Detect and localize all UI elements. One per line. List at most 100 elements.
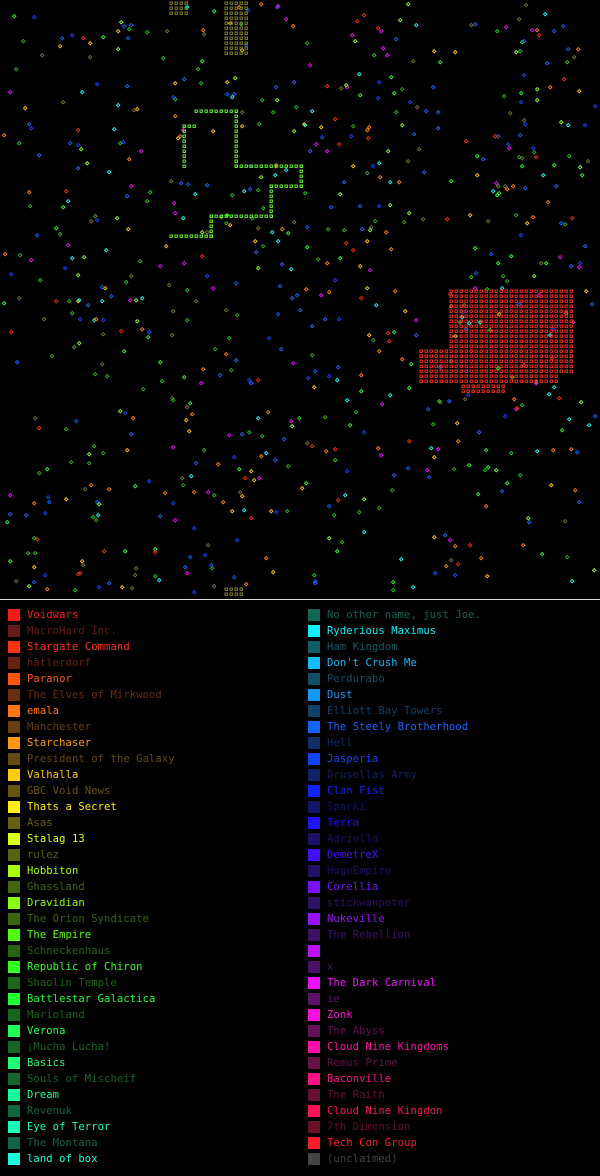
legend-label: Asas <box>27 817 53 829</box>
legend-swatch <box>308 785 320 797</box>
legend-swatch <box>8 1089 20 1101</box>
legend-swatch <box>8 1057 20 1069</box>
legend-swatch <box>308 961 320 973</box>
legend-swatch <box>8 769 20 781</box>
galaxy-map-canvas[interactable] <box>0 0 600 599</box>
legend-label: ie <box>327 993 340 1005</box>
legend-label: Verona <box>27 1025 66 1037</box>
legend-swatch <box>8 849 20 861</box>
legend-item: x <box>308 959 600 975</box>
legend-item: ie <box>308 991 600 1007</box>
legend-label: land of box <box>27 1153 98 1165</box>
legend-swatch <box>8 625 20 637</box>
legend-label: Basics <box>27 1057 66 1069</box>
legend-swatch <box>308 737 320 749</box>
legend-swatch <box>308 1057 320 1069</box>
legend-item: The Empire <box>8 927 308 943</box>
legend-label: Republic of Chiron <box>27 961 143 973</box>
legend-label: Don't Crush Me <box>327 657 417 669</box>
legend-item: Eye of Terror <box>8 1119 308 1135</box>
legend-swatch <box>8 977 20 989</box>
legend-label: Clan Fist <box>327 785 385 797</box>
legend-item: GBC Void News <box>8 783 308 799</box>
legend-label: Eye of Terror <box>27 1121 111 1133</box>
legend-item: Cloud Nine Kingdoms <box>308 1039 600 1055</box>
legend-swatch <box>8 881 20 893</box>
legend-swatch <box>8 945 20 957</box>
legend-label: The Dark Carnival <box>327 977 437 989</box>
legend-item: land of box <box>8 1151 308 1167</box>
legend-item: Cloud Nine Kingdon <box>308 1103 600 1119</box>
legend-label: Tech Con Group <box>327 1137 417 1149</box>
legend-item: ¡Mucha Lucha! <box>8 1039 308 1055</box>
legend-item: Ryderious Maximus <box>308 623 600 639</box>
legend-label: Shaolin Temple <box>27 977 117 989</box>
legend-swatch <box>8 913 20 925</box>
legend-swatch <box>8 689 20 701</box>
galaxy-map[interactable] <box>0 0 600 600</box>
legend-label: Schneckenhaus <box>27 945 111 957</box>
legend-item: The Elves of Mirkwood <box>8 687 308 703</box>
legend-item: Schneckenhaus <box>8 943 308 959</box>
legend-item: Dust <box>308 687 600 703</box>
legend-item: Terra <box>308 815 600 831</box>
faction-legend: Voidwars MacroHard Inc. Stargate Command hä… <box>0 601 600 1176</box>
legend-swatch <box>8 833 20 845</box>
legend-item: HugeEmpire <box>308 863 600 879</box>
legend-swatch <box>308 1025 320 1037</box>
legend-item: Elliott Bay Towers <box>308 703 600 719</box>
legend-swatch <box>308 1073 320 1085</box>
legend-label: The Abyss <box>327 1025 385 1037</box>
legend-item: Ghassland <box>8 879 308 895</box>
legend-item: Adriella <box>308 831 600 847</box>
legend-label: The Orion Syndicate <box>27 913 150 925</box>
legend-label: Hell <box>327 737 353 749</box>
legend-label: Perdurabo <box>327 673 385 685</box>
legend-label: The Raith <box>327 1089 385 1101</box>
legend-label: GBC Void News <box>27 785 111 797</box>
legend-item: Starchaser <box>8 735 308 751</box>
legend-item: Revenuk <box>8 1103 308 1119</box>
legend-item: The Orion Syndicate <box>8 911 308 927</box>
legend-label: ¡Mucha Lucha! <box>27 1041 111 1053</box>
legend-item: Stalag 13 <box>8 831 308 847</box>
legend-label: Remus Prime <box>327 1057 398 1069</box>
legend-swatch <box>8 961 20 973</box>
legend-label: HugeEmpire <box>327 865 392 877</box>
legend-label: x <box>327 961 334 973</box>
legend-item: Baconville <box>308 1071 600 1087</box>
legend-label: Dust <box>327 689 353 701</box>
legend-label: Hobbiton <box>27 865 79 877</box>
legend-label: Souls of Mischeif <box>27 1073 137 1085</box>
legend-label: Cloud Nine Kingdon <box>327 1105 443 1117</box>
legend-label: Adriella <box>327 833 379 845</box>
legend-swatch <box>308 1009 320 1021</box>
legend-label: Drusellas Army <box>327 769 417 781</box>
legend-swatch <box>8 993 20 1005</box>
legend-swatch <box>308 849 320 861</box>
legend-label: (unclaimed) <box>327 1153 398 1165</box>
legend-item: Jasperia <box>308 751 600 767</box>
legend-label: The Steely Brotherhood <box>327 721 469 733</box>
legend-item: The Dark Carnival <box>308 975 600 991</box>
legend-swatch <box>308 1121 320 1133</box>
legend-item: Manchester <box>8 719 308 735</box>
legend-item: Sparki <box>308 799 600 815</box>
legend-item: Voidwars <box>8 607 308 623</box>
legend-label: stickwanpeter <box>327 897 411 909</box>
legend-label: No other name, just Joe. <box>327 609 482 621</box>
legend-swatch <box>8 1073 20 1085</box>
legend-swatch <box>308 721 320 733</box>
legend-item <box>308 943 600 959</box>
legend-label: Nukeville <box>327 913 385 925</box>
legend-item: stickwanpeter <box>308 895 600 911</box>
legend-swatch <box>308 913 320 925</box>
legend-label: Cloud Nine Kingdoms <box>327 1041 450 1053</box>
legend-swatch <box>8 1025 20 1037</box>
legend-item: Thats a Secret <box>8 799 308 815</box>
legend-item: Perdurabo <box>308 671 600 687</box>
legend-label: Voidwars <box>27 609 79 621</box>
legend-swatch <box>308 993 320 1005</box>
legend-swatch <box>8 929 20 941</box>
legend-item: The Raith <box>308 1087 600 1103</box>
